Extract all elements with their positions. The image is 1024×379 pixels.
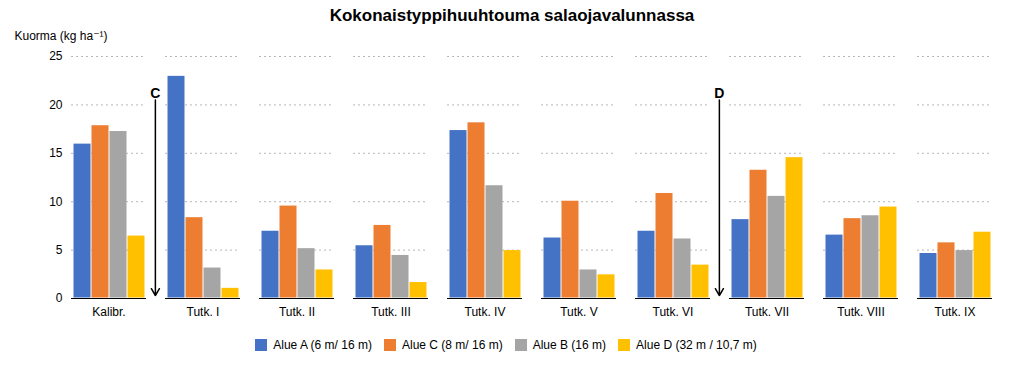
svg-text:Tutk. IV: Tutk. IV xyxy=(465,305,506,319)
html-text:Alue A (6 m/ 16 m): Alue A (6 m/ 16 m) xyxy=(273,337,372,352)
svg-text:Tutk. VI: Tutk. VI xyxy=(653,305,694,319)
svg-text:20: 20 xyxy=(49,98,63,112)
svg-text:15: 15 xyxy=(49,146,63,160)
svg-text:Kalibr.: Kalibr. xyxy=(92,305,125,319)
svg-text:Tutk. IX: Tutk. IX xyxy=(935,305,976,319)
svg-text:Tutk. I: Tutk. I xyxy=(187,305,220,319)
svg-text:Kuorma (kg ha⁻¹): Kuorma (kg ha⁻¹) xyxy=(15,29,108,43)
svg-text:25: 25 xyxy=(49,49,63,63)
svg-text:Tutk. III: Tutk. III xyxy=(371,305,411,319)
svg-text:Tutk. VIII: Tutk. VIII xyxy=(837,305,885,319)
html-text:Alue B (16 m): Alue B (16 m) xyxy=(532,337,606,352)
svg-text:5: 5 xyxy=(56,243,63,257)
svg-text:Tutk. VII: Tutk. VII xyxy=(745,305,789,319)
svg-text:D: D xyxy=(714,85,724,101)
svg-text:Tutk. V: Tutk. V xyxy=(560,305,598,319)
html-text:Alue D (32 m / 10,7 m): Alue D (32 m / 10,7 m) xyxy=(636,337,757,352)
html-text:Alue C (8 m/ 16 m): Alue C (8 m/ 16 m) xyxy=(402,337,503,352)
svg-text:10: 10 xyxy=(49,195,63,209)
html-text:Kokonaistyppihuuhtouma salaoja: Kokonaistyppihuuhtouma salaojavalunnassa xyxy=(329,6,695,25)
svg-text:Tutk. II: Tutk. II xyxy=(279,305,315,319)
svg-text:0: 0 xyxy=(56,291,63,305)
svg-text:C: C xyxy=(150,85,160,101)
